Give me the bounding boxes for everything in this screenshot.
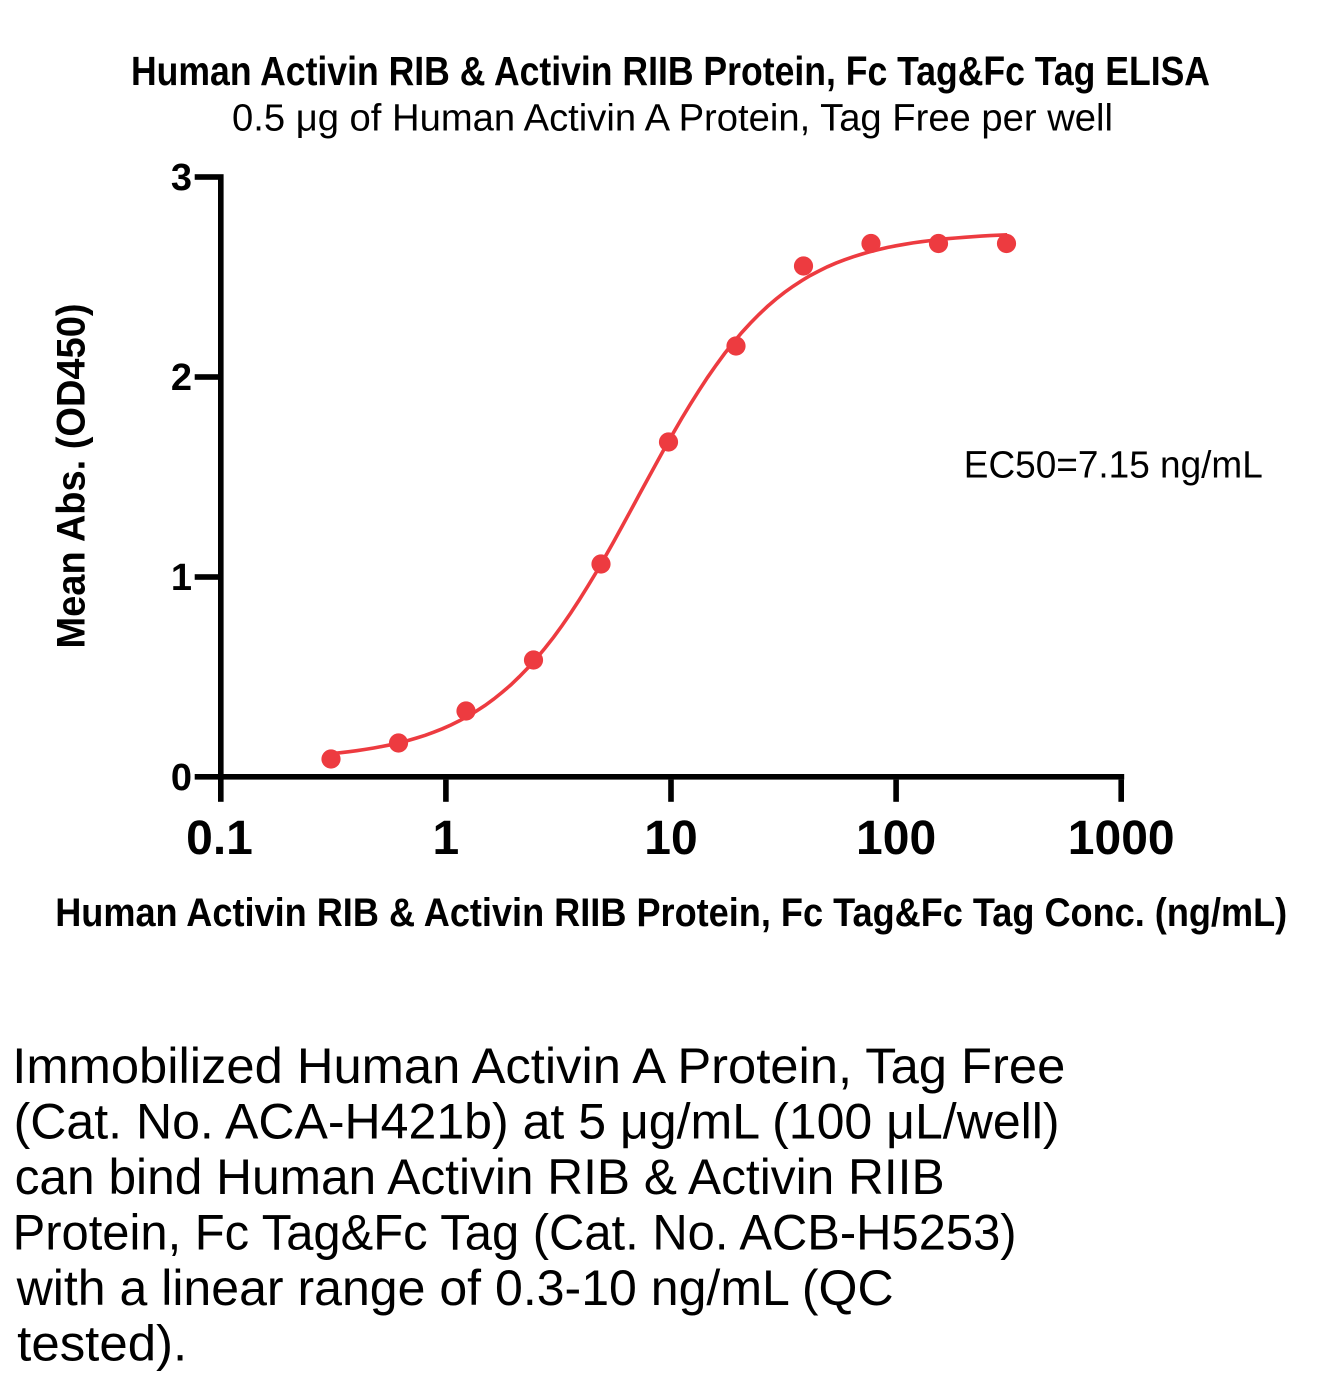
svg-text:tested).: tested). bbox=[17, 1315, 187, 1371]
svg-text:1000: 1000 bbox=[1068, 812, 1175, 865]
svg-text:1: 1 bbox=[171, 557, 192, 599]
svg-text:Protein, Fc Tag&Fc Tag (Cat. N: Protein, Fc Tag&Fc Tag (Cat. No. ACB-H52… bbox=[13, 1204, 1017, 1260]
svg-text:Human Activin RIB & Activin RI: Human Activin RIB & Activin RIIB Protein… bbox=[55, 891, 1287, 935]
svg-text:1: 1 bbox=[433, 812, 460, 865]
svg-text:10: 10 bbox=[644, 812, 697, 865]
svg-text:3: 3 bbox=[171, 157, 192, 199]
svg-text:0.1: 0.1 bbox=[186, 812, 253, 865]
svg-text:with a linear range of 0.3-10: with a linear range of 0.3-10 ng/mL (QC bbox=[16, 1260, 894, 1316]
svg-text:0.5 μg of Human Activin A Prot: 0.5 μg of Human Activin A Protein, Tag F… bbox=[232, 97, 1113, 139]
svg-text:can bind Human Activin RIB & A: can bind Human Activin RIB & Activin RII… bbox=[15, 1149, 945, 1205]
svg-text:Human Activin RIB & Activin RI: Human Activin RIB & Activin RIIB Protein… bbox=[131, 48, 1210, 94]
svg-text:EC50=7.15 ng/mL: EC50=7.15 ng/mL bbox=[964, 444, 1263, 486]
svg-text:2: 2 bbox=[171, 357, 192, 399]
svg-text:Immobilized Human Activin A Pr: Immobilized Human Activin A Protein, Tag… bbox=[12, 1038, 1065, 1094]
svg-text:(Cat. No. ACA-H421b) at 5 μg/m: (Cat. No. ACA-H421b) at 5 μg/mL (100 μL/… bbox=[14, 1093, 1060, 1149]
svg-text:0: 0 bbox=[171, 757, 192, 799]
svg-text:100: 100 bbox=[856, 812, 936, 865]
svg-text:Mean Abs. (OD450): Mean Abs. (OD450) bbox=[50, 304, 94, 649]
